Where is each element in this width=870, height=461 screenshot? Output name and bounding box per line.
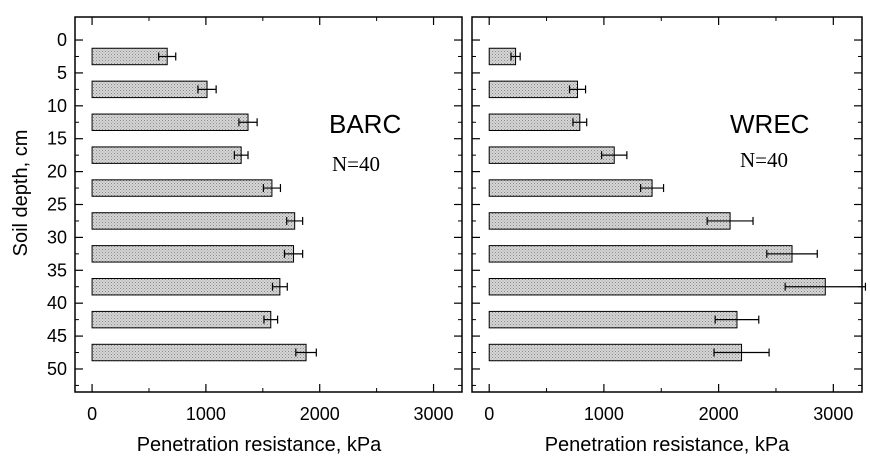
barc-y-tick-label: 50 <box>47 359 67 379</box>
barc-bar <box>91 343 307 362</box>
barc-ticks: 0 1000 2000 3000 0 5 10 15 20 25 30 35 40 45 50 <box>47 17 462 424</box>
barc-bar <box>91 113 249 131</box>
barc-y-tick-label: 10 <box>47 96 67 116</box>
barc-bar <box>91 245 295 263</box>
barc-bar <box>91 278 281 296</box>
barc-bar <box>91 179 273 197</box>
barc-bar <box>91 80 208 99</box>
wrec-ticks: 0 1000 2000 3000 <box>472 17 862 424</box>
wrec-x-axis-title: Penetration resistance, kPa <box>545 434 790 456</box>
wrec-bar <box>488 146 615 164</box>
barc-n-label: N=40 <box>332 152 380 176</box>
barc-bar <box>91 47 168 66</box>
barc-y-tick-label: 0 <box>57 30 67 50</box>
wrec-x-tick-label: 1000 <box>584 404 624 424</box>
barc-x-tick-label: 0 <box>87 404 97 424</box>
wrec-bars <box>488 47 867 362</box>
barc-bar <box>91 146 242 164</box>
barc-y-tick-label: 20 <box>47 162 67 182</box>
wrec-bar <box>488 343 743 362</box>
barc-y-tick-label: 25 <box>47 195 67 215</box>
wrec-bar <box>488 245 793 263</box>
barc-site-label: BARC <box>329 109 401 139</box>
wrec-plot-frame <box>471 16 863 393</box>
wrec-panel: 0 1000 2000 3000 WREC N=40 Penetration resi… <box>471 16 867 456</box>
barc-bars <box>91 47 317 362</box>
y-axis-title: Soil depth, cm <box>10 130 32 257</box>
wrec-x-tick-label: 3000 <box>813 404 853 424</box>
wrec-x-tick-label: 2000 <box>699 404 739 424</box>
barc-bar <box>91 310 272 329</box>
barc-bar <box>91 212 296 230</box>
barc-x-axis-title: Penetration resistance, kPa <box>137 434 382 456</box>
barc-x-tick-label: 1000 <box>186 404 226 424</box>
wrec-x-tick-label: 0 <box>484 404 494 424</box>
barc-y-tick-label: 15 <box>47 129 67 149</box>
wrec-bar <box>488 179 653 197</box>
barc-x-tick-label: 3000 <box>414 404 454 424</box>
wrec-bar <box>488 212 731 230</box>
wrec-bar <box>488 278 826 296</box>
barc-y-tick-label: 45 <box>47 326 67 346</box>
barc-x-tick-label: 2000 <box>300 404 340 424</box>
wrec-bar <box>488 113 581 131</box>
barc-plot-frame <box>74 16 463 393</box>
wrec-site-label: WREC <box>730 109 809 139</box>
wrec-bar <box>488 80 579 99</box>
barc-y-tick-label: 5 <box>57 63 67 83</box>
wrec-bar <box>488 310 738 329</box>
wrec-n-label: N=40 <box>740 148 788 172</box>
barc-y-tick-label: 40 <box>47 293 67 313</box>
barc-y-tick-label: 30 <box>47 227 67 247</box>
barc-panel: 0 1000 2000 3000 0 5 10 15 20 25 30 35 40 45 50 BARC N… <box>47 16 463 456</box>
barc-y-tick-label: 35 <box>47 260 67 280</box>
